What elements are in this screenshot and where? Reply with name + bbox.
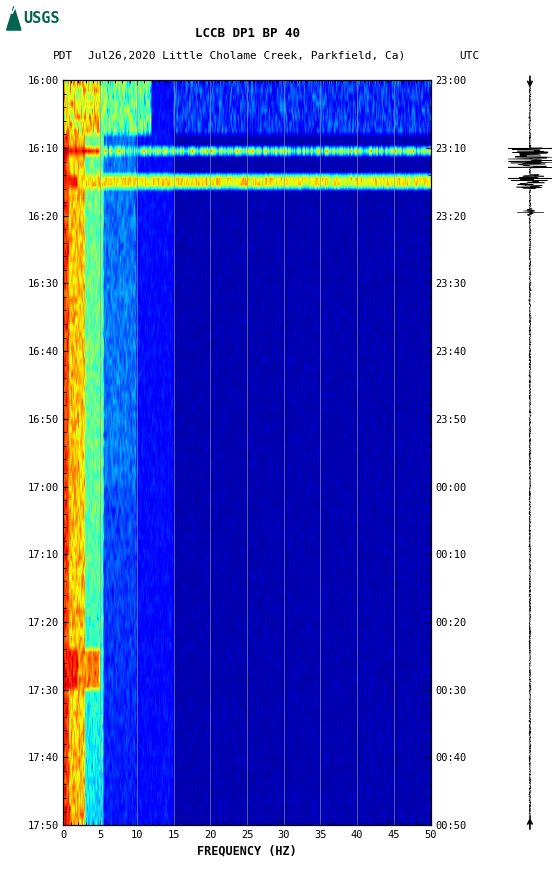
Text: USGS: USGS <box>23 11 60 26</box>
Polygon shape <box>7 6 21 30</box>
X-axis label: FREQUENCY (HZ): FREQUENCY (HZ) <box>197 844 297 857</box>
Text: UTC: UTC <box>459 51 479 61</box>
Text: Jul26,2020 Little Cholame Creek, Parkfield, Ca): Jul26,2020 Little Cholame Creek, Parkfie… <box>88 51 406 61</box>
Text: PDT: PDT <box>52 51 73 61</box>
Text: LCCB DP1 BP 40: LCCB DP1 BP 40 <box>194 27 300 40</box>
